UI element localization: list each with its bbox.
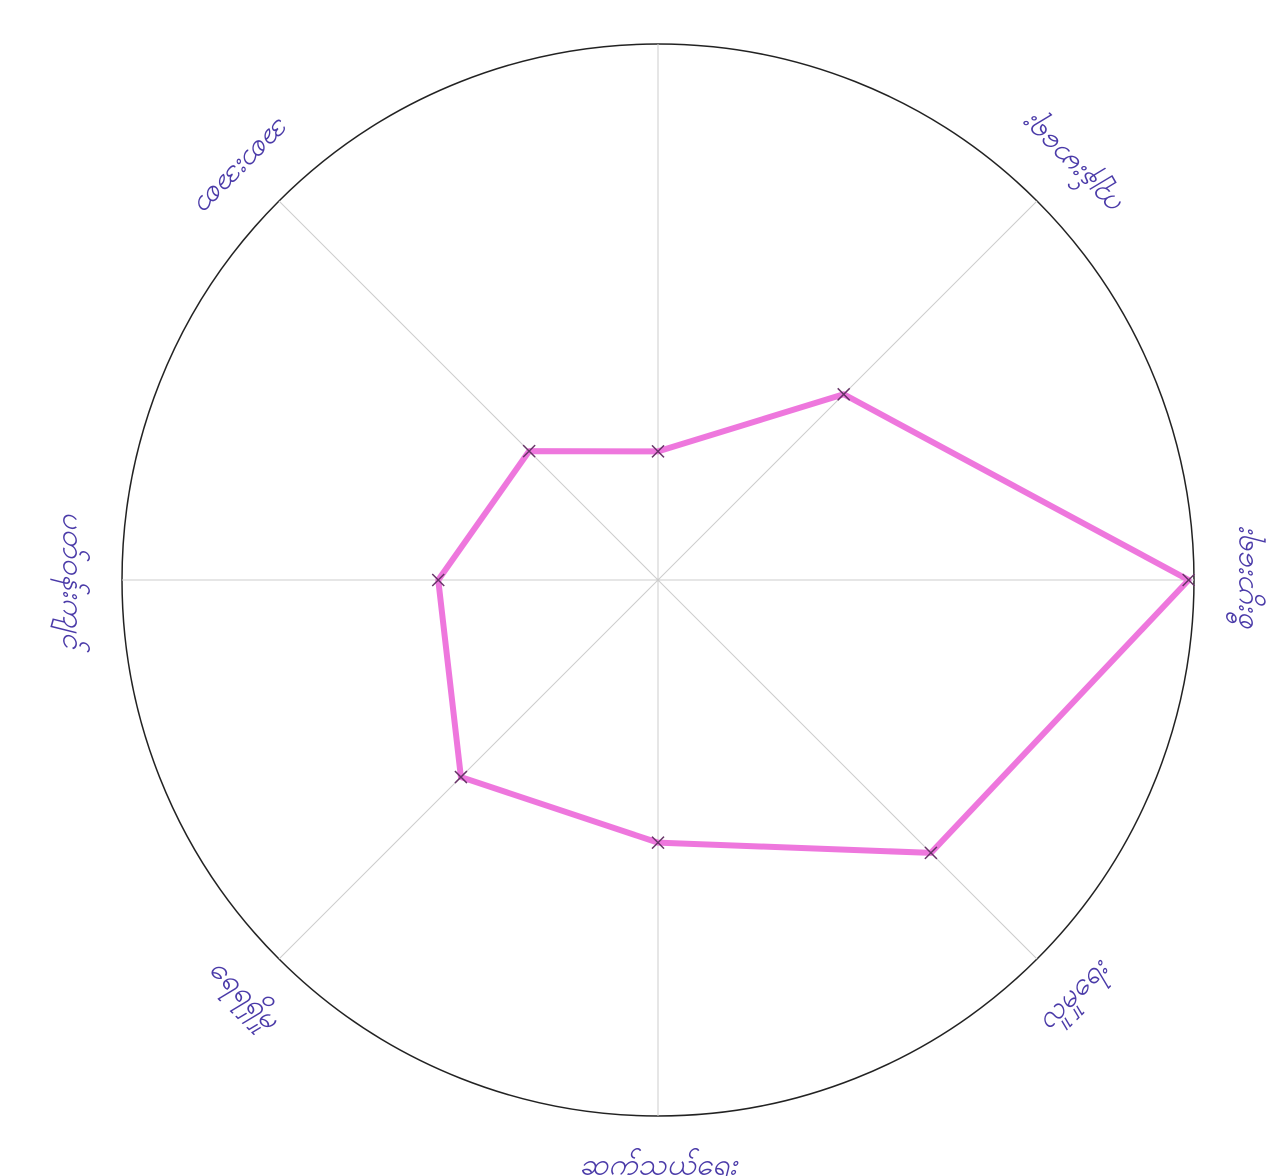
- spoke: [279, 580, 658, 959]
- axis-label: ဆက်သွယ်ရေး: [579, 1148, 739, 1176]
- axis-label: လူမှုရေး: [1029, 949, 1121, 1041]
- radar-line: [438, 394, 1188, 853]
- chart: ပညာရေးကျန်းမာရေးစီးပွားရေးလူမှုရေးဆက်သွယ…: [0, 0, 1281, 1176]
- axis-label: ပတ်ဝန်းကျင်: [50, 511, 91, 653]
- axis-label: ကျန်းမာရေး: [1012, 103, 1133, 224]
- spoke: [658, 580, 1037, 959]
- spoke: [279, 201, 658, 580]
- axis-label: ပညာရေး: [606, 0, 708, 13]
- axis-label: ရေရရှိမှု: [198, 951, 288, 1041]
- axis-label: စီးပွားရေး: [1226, 526, 1267, 631]
